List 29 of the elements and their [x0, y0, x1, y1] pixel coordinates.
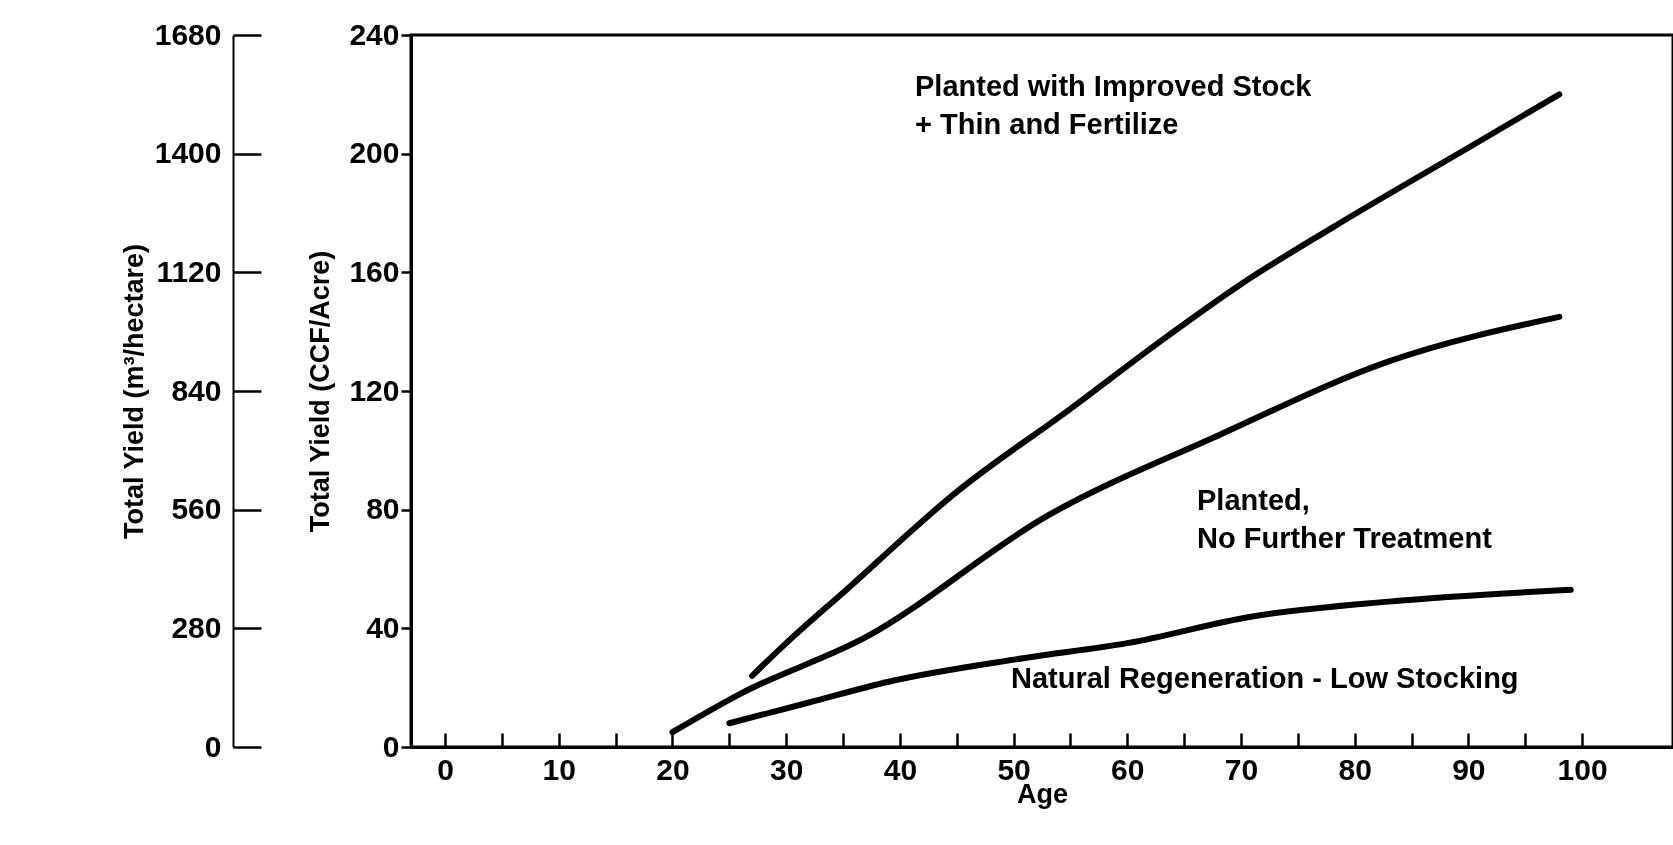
annotation: Natural Regeneration - Low Stocking — [1011, 662, 1519, 694]
y2-axis-title: Total Yield (m³/hectare) — [118, 243, 149, 540]
x-tick-label: 40 — [883, 752, 918, 786]
y2-tick-label: 0 — [204, 729, 222, 763]
y2-tick-label: 1400 — [154, 136, 222, 170]
annotation: Planted, No Further Treatment — [1197, 484, 1493, 554]
y-tick-label: 120 — [349, 373, 400, 407]
x-tick-label: 70 — [1224, 752, 1259, 786]
y-tick-label: 240 — [349, 17, 400, 51]
x-tick-label: 10 — [542, 752, 576, 786]
x-tick-label: 60 — [1111, 752, 1145, 786]
y2-tick-label: 1680 — [154, 17, 222, 51]
y-tick-label: 40 — [366, 610, 400, 644]
annotation: Planted with Improved Stock + Thin and Fertilize — [915, 70, 1313, 140]
y-tick-label: 200 — [349, 136, 400, 170]
x-tick-label: 30 — [770, 752, 804, 786]
x-tick-label: 80 — [1338, 752, 1372, 786]
y2-tick-label: 280 — [171, 610, 222, 644]
x-tick-label: 0 — [437, 752, 454, 786]
y-axis-title: Total Yield (CCF/Acre) — [305, 250, 336, 533]
x-tick-label: 100 — [1557, 752, 1608, 786]
y-tick-label: 160 — [349, 254, 400, 288]
y-tick-label: 80 — [366, 492, 400, 526]
y2-tick-label: 1120 — [156, 254, 222, 288]
y-tick-label: 0 — [382, 729, 400, 763]
x-tick-label: 20 — [656, 752, 690, 786]
y2-tick-label: 840 — [171, 373, 222, 407]
y2-tick-label: 560 — [171, 492, 222, 526]
x-tick-label: 90 — [1452, 752, 1486, 786]
